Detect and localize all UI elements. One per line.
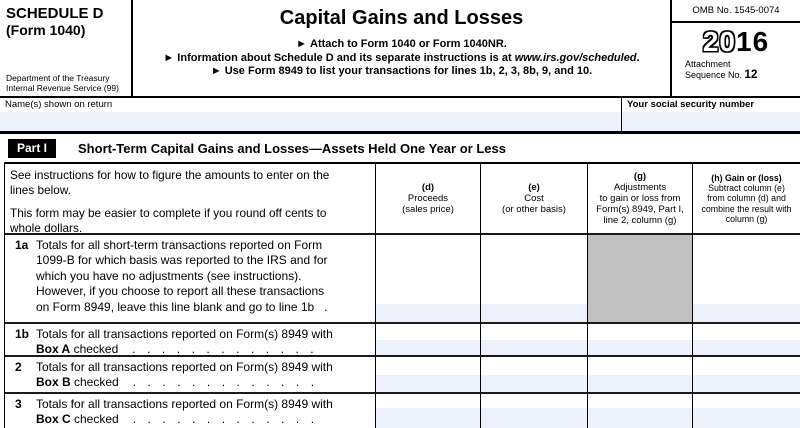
right-arrow-icon: ►: [296, 38, 308, 50]
department-lines: Department of the Treasury Internal Reve…: [6, 73, 127, 93]
form8949-instruction: ► Use Form 8949 to list your transactions…: [210, 65, 593, 77]
cell-2-proceeds: [376, 357, 481, 394]
field-1b-proceeds[interactable]: [376, 340, 480, 355]
right-arrow-icon: ►: [163, 51, 175, 64]
cell-1a-proceeds: [376, 235, 481, 324]
field-2-gain[interactable]: [693, 375, 800, 392]
field-3-gain[interactable]: [693, 408, 800, 428]
row-3-description: 3 Totals for all transactions reported o…: [5, 394, 376, 428]
cell-1b-gain: [693, 324, 800, 357]
tax-year: 2016: [672, 26, 800, 58]
attach-instruction: ► Attach to Form 1040 or Form 1040NR.: [296, 38, 507, 50]
form-title: Capital Gains and Losses: [279, 7, 524, 29]
cell-3-gain: [693, 394, 800, 428]
cell-1b-adjustments: [588, 324, 693, 357]
field-2-cost[interactable]: [481, 375, 587, 392]
form-number: (Form 1040): [6, 22, 86, 38]
column-header-d: (d) Proceeds (sales price): [376, 164, 481, 235]
column-header-h: (h) Gain or (loss) Subtract column (e) f…: [693, 164, 800, 235]
omb-year-box: OMB No. 1545-0074 2016 Attachment Sequen…: [672, 0, 800, 96]
column-header-g: (g) Adjustments to gain or loss from For…: [588, 164, 693, 235]
dot-leader: .............: [132, 411, 326, 426]
column-header-e: (e) Cost (or other basis): [481, 164, 588, 235]
cell-1a-adjustments-shaded: [588, 235, 693, 324]
dept-line-1: Department of the Treasury: [6, 73, 110, 83]
cell-1b-proceeds: [376, 324, 481, 357]
field-2-adjustments[interactable]: [588, 375, 692, 392]
field-2-proceeds[interactable]: [376, 375, 480, 392]
schedule-name: SCHEDULE D: [6, 5, 104, 22]
name-ssn-row: Name(s) shown on return Your social secu…: [0, 98, 800, 134]
attachment-sequence: Attachment Sequence No. 12: [685, 59, 758, 81]
field-1b-cost[interactable]: [481, 340, 587, 355]
row-2-description: 2 Totals for all transactions reported o…: [5, 357, 376, 394]
form-title-box: Capital Gains and Losses ► Attach to Form…: [133, 0, 672, 96]
year-outline-digits: 20: [702, 26, 736, 57]
cell-3-cost: [481, 394, 588, 428]
field-1a-proceeds[interactable]: [376, 304, 480, 322]
form-id-box: SCHEDULE D (Form 1040) Department of the…: [0, 0, 133, 96]
irs-url: www.irs.gov/scheduled: [514, 51, 637, 64]
part1-badge: Part I: [8, 138, 57, 158]
part1-heading: Short-Term Capital Gains and Losses—Asse…: [78, 140, 506, 156]
row-1b-text: Totals for all transactions reported on …: [36, 327, 333, 356]
dot-leader: .............: [132, 341, 326, 356]
cell-2-gain: [693, 357, 800, 394]
info-instruction: ► Information about Schedule D and its se…: [163, 51, 640, 64]
row-1b-description: 1b Totals for all transactions reported …: [5, 324, 376, 357]
instruction-paragraph-2: This form may be easier to complete if y…: [10, 206, 327, 235]
cell-1a-cost: [481, 235, 588, 324]
name-label: Name(s) shown on return: [5, 99, 113, 110]
line-number-3: 3: [15, 397, 22, 411]
omb-number: OMB No. 1545-0074: [672, 0, 800, 23]
box-c-label: Box C: [36, 411, 71, 426]
cell-3-proceeds: [376, 394, 481, 428]
dot-leader: .............: [132, 374, 326, 389]
field-3-cost[interactable]: [481, 408, 587, 428]
row-1a-description: 1a Totals for all short-term transaction…: [5, 235, 376, 324]
cell-2-cost: [481, 357, 588, 394]
ssn-field[interactable]: [622, 112, 800, 131]
field-3-proceeds[interactable]: [376, 408, 480, 428]
instruction-paragraph-1: See instructions for how to figure the a…: [10, 168, 330, 197]
row-3-text: Totals for all transactions reported on …: [36, 397, 333, 426]
cell-1a-gain: [693, 235, 800, 324]
short-term-table: See instructions for how to figure the a…: [4, 162, 800, 428]
cell-1b-cost: [481, 324, 588, 357]
cell-3-adjustments: [588, 394, 693, 428]
dept-line-2: Internal Revenue Service (99): [6, 83, 119, 93]
table-instructions-cell: See instructions for how to figure the a…: [5, 164, 376, 235]
row-1a-text: Totals for all short-term transactions r…: [36, 238, 328, 314]
field-1a-gain[interactable]: [693, 304, 800, 322]
form-header: SCHEDULE D (Form 1040) Department of the…: [0, 0, 800, 98]
right-arrow-icon: ►: [210, 65, 222, 77]
sequence-number: 12: [744, 68, 758, 81]
cell-2-adjustments: [588, 357, 693, 394]
field-1b-adjustments[interactable]: [588, 340, 692, 355]
part1-bar: Part I Short-Term Capital Gains and Loss…: [0, 134, 800, 162]
line-number-2: 2: [15, 360, 22, 374]
name-field[interactable]: [0, 112, 621, 131]
box-b-label: Box B: [36, 374, 71, 389]
line-number-1b: 1b: [15, 327, 30, 341]
field-1a-cost[interactable]: [481, 304, 587, 322]
year-bold-digits: 16: [736, 26, 770, 57]
line-number-1a: 1a: [15, 238, 29, 252]
ssn-cell: Your social security number: [622, 98, 800, 131]
row-2-text: Totals for all transactions reported on …: [36, 360, 333, 389]
ssn-label: Your social security number: [627, 99, 755, 110]
field-1b-gain[interactable]: [693, 340, 800, 355]
box-a-label: Box A: [36, 341, 71, 356]
field-3-adjustments[interactable]: [588, 408, 692, 428]
name-cell: Name(s) shown on return: [0, 98, 622, 131]
